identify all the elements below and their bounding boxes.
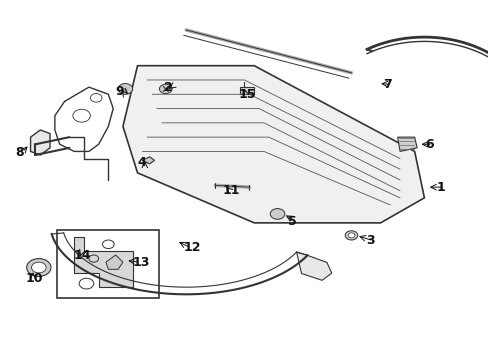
Polygon shape [239, 87, 254, 94]
Polygon shape [296, 252, 331, 280]
Text: 13: 13 [132, 256, 150, 269]
FancyBboxPatch shape [57, 230, 159, 298]
Polygon shape [122, 66, 424, 223]
Circle shape [27, 258, 51, 276]
Text: 7: 7 [382, 78, 391, 91]
Circle shape [118, 84, 132, 94]
Text: 11: 11 [222, 184, 240, 197]
Polygon shape [142, 157, 154, 164]
Circle shape [270, 208, 285, 219]
Polygon shape [397, 137, 416, 152]
Text: 8: 8 [15, 146, 23, 159]
Circle shape [347, 233, 354, 238]
Text: 12: 12 [183, 241, 201, 255]
Text: 5: 5 [287, 215, 296, 228]
Text: 6: 6 [425, 138, 433, 151]
Circle shape [345, 231, 357, 240]
Circle shape [31, 262, 46, 273]
Text: 9: 9 [116, 85, 124, 98]
Text: 14: 14 [73, 248, 91, 261]
Text: 1: 1 [436, 181, 445, 194]
Polygon shape [74, 237, 132, 287]
Circle shape [159, 84, 172, 94]
Text: 10: 10 [26, 272, 43, 285]
Text: 4: 4 [137, 156, 146, 169]
Polygon shape [106, 255, 122, 269]
Text: 3: 3 [366, 234, 374, 247]
Polygon shape [30, 130, 50, 155]
Text: 2: 2 [164, 81, 173, 94]
Text: 15: 15 [238, 88, 256, 101]
